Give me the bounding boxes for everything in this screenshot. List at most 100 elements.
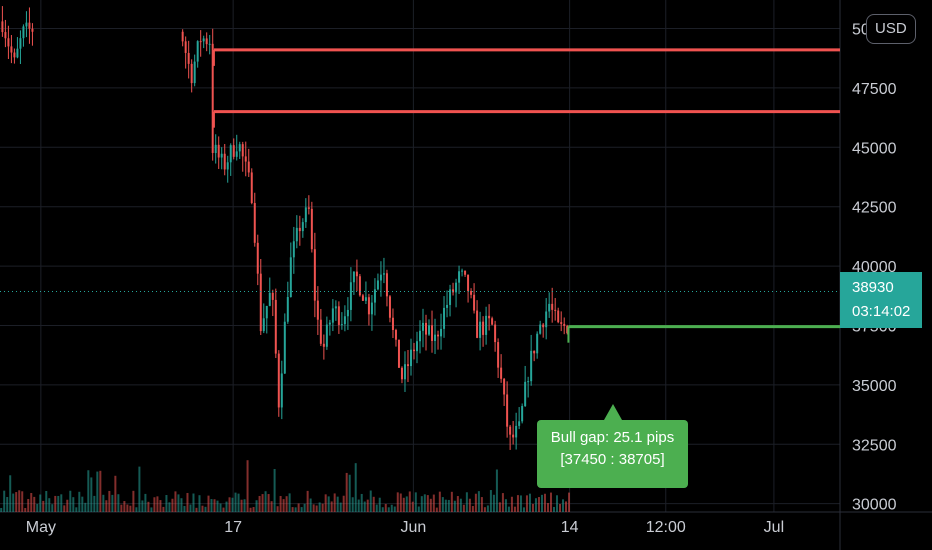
volume-bar (486, 505, 489, 512)
volume-bar (507, 506, 510, 512)
volume-bar (111, 494, 114, 512)
candle-body (238, 144, 241, 152)
volume-bar (528, 493, 531, 512)
volume-bar (45, 490, 48, 512)
volume-bar (339, 502, 342, 512)
candle-body (349, 282, 352, 310)
candle-body (301, 222, 304, 232)
candle-body (367, 297, 370, 315)
currency-button[interactable]: USD (866, 14, 916, 44)
volume-bar (249, 507, 252, 512)
candle-body (542, 324, 545, 328)
candle-body (337, 306, 340, 325)
volume-bar (231, 497, 234, 512)
volume-bar (288, 493, 291, 512)
volume-bar (195, 507, 198, 512)
volume-bar (555, 495, 558, 512)
volume-bar (444, 499, 447, 512)
candle-body (331, 308, 334, 323)
candle-body (280, 373, 283, 408)
volume-bar (186, 492, 189, 512)
volume-bar (225, 501, 228, 512)
candle-body (202, 38, 205, 42)
volume-bar (54, 495, 57, 512)
candle-body (325, 324, 328, 347)
candle-body (494, 324, 497, 343)
candle-body (340, 324, 343, 326)
volume-bar (48, 498, 51, 512)
volume-bar (210, 499, 213, 512)
volume-bar (30, 492, 33, 512)
volume-bar (540, 494, 543, 512)
volume-bar (562, 499, 565, 512)
time-tick-label: 17 (224, 519, 242, 536)
candle-body (226, 162, 229, 170)
volume-bar (24, 507, 27, 512)
price-tick-label: 35000 (852, 378, 897, 395)
volume-bar (21, 491, 24, 512)
candle-body (187, 52, 190, 64)
candle-body (250, 172, 253, 204)
price-axis: 3000032500350003750040000425004500047500… (852, 22, 897, 514)
volume-bar (237, 493, 240, 512)
candle-body (530, 350, 533, 382)
volume-bar (294, 507, 297, 512)
volume-bar (168, 502, 171, 512)
candle-body (271, 292, 274, 300)
volume-bar (417, 506, 420, 512)
volume-bar (93, 495, 96, 512)
volume-bar (318, 502, 321, 512)
volume-bar (519, 495, 522, 512)
volume-bar (285, 496, 288, 512)
volume-bar (144, 493, 147, 512)
candle-body (181, 31, 184, 42)
volume-bars (0, 460, 571, 512)
volume-bar (399, 493, 402, 512)
candle-body (422, 322, 425, 331)
candle-body (376, 280, 379, 290)
volume-bar (147, 501, 150, 512)
volume-bar (12, 493, 15, 512)
volume-bar (60, 494, 63, 512)
volume-bar (498, 502, 501, 512)
volume-bar (267, 494, 270, 512)
volume-bar (384, 503, 387, 512)
candle-body (283, 321, 286, 374)
volume-bar (213, 499, 216, 512)
volume-bar (471, 506, 474, 512)
volume-bar (75, 507, 78, 512)
candle-body (473, 294, 476, 311)
candle-body (22, 26, 25, 39)
volume-bar (375, 504, 378, 512)
gap-range-text: [37450 : 38705] (560, 451, 665, 468)
volume-bar (568, 492, 571, 512)
volume-bar (117, 494, 120, 512)
volume-bar (96, 471, 99, 512)
volume-bar (369, 490, 372, 512)
candle-body (479, 321, 482, 338)
volume-bar (18, 490, 21, 512)
price-tick-label: 40000 (852, 259, 897, 276)
volume-bar (474, 493, 477, 512)
volume-bar (450, 491, 453, 512)
candle-body (205, 38, 208, 45)
volume-bar (480, 497, 483, 512)
volume-bar (315, 505, 318, 512)
volume-bar (138, 466, 141, 512)
volume-bar (306, 490, 309, 512)
candle-body (16, 48, 19, 58)
bull-gap-label[interactable]: Bull gap: 25.1 pips [37450 : 38705] (537, 420, 688, 488)
volume-bar (243, 499, 246, 512)
volume-bar (330, 501, 333, 512)
candle-body (190, 63, 193, 84)
candle-body (482, 321, 485, 335)
volume-bar (309, 498, 312, 512)
candle-body (19, 38, 22, 49)
candle-body (265, 305, 268, 319)
candle-body (536, 333, 539, 354)
candle-body (1, 21, 4, 33)
volume-bar (291, 507, 294, 512)
candle-body (557, 310, 560, 323)
volume-bar (348, 474, 351, 512)
